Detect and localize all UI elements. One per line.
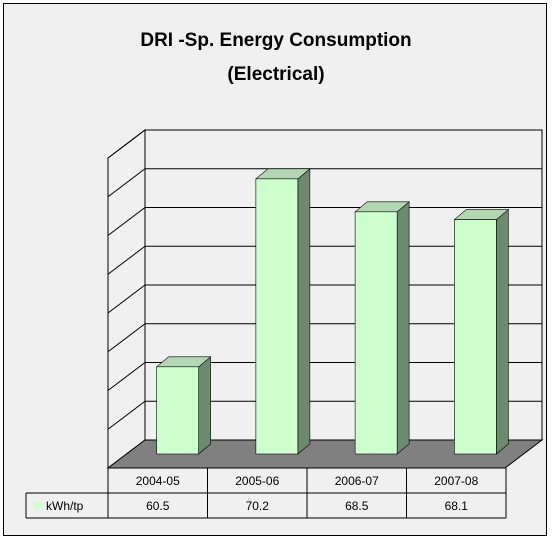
bar	[155, 356, 212, 455]
gridline-side	[107, 284, 146, 314]
gridline-side	[107, 129, 146, 159]
bar	[354, 201, 410, 455]
category-label: 2004-05	[136, 474, 180, 488]
legend-label: kWh/tp	[46, 499, 84, 513]
bar-side	[396, 201, 410, 455]
gridline-side	[107, 362, 146, 391]
bar-front	[255, 178, 299, 455]
data-table: 2004-05 60.5 2005-06 70.2 2006-07 68.5 2007-08…	[25, 467, 507, 519]
bar-front	[354, 211, 398, 455]
gridline-side	[107, 207, 146, 236]
bar-side	[198, 356, 211, 455]
value-label: 68.1	[445, 499, 469, 513]
chart-title: DRI -Sp. Energy Consumption	[140, 30, 412, 51]
bar	[255, 168, 311, 455]
category-label: 2007-08	[434, 474, 478, 488]
bar-side	[297, 168, 311, 455]
bars	[155, 168, 510, 455]
value-label: 70.2	[246, 499, 270, 513]
gridline-side	[107, 245, 146, 275]
bar-side	[496, 208, 509, 455]
bar	[453, 208, 510, 455]
gridline-side	[107, 323, 146, 353]
category-label: 2006-07	[335, 474, 379, 488]
gridline-side	[107, 400, 146, 430]
gridline-side	[107, 168, 146, 198]
legend-swatch	[34, 502, 42, 510]
value-label: 68.5	[345, 499, 369, 513]
value-label: 60.5	[146, 499, 170, 513]
bar-front	[156, 366, 199, 455]
chart-subtitle: (Electrical)	[227, 64, 325, 85]
bar-front	[454, 219, 497, 455]
category-label: 2005-06	[235, 474, 279, 488]
